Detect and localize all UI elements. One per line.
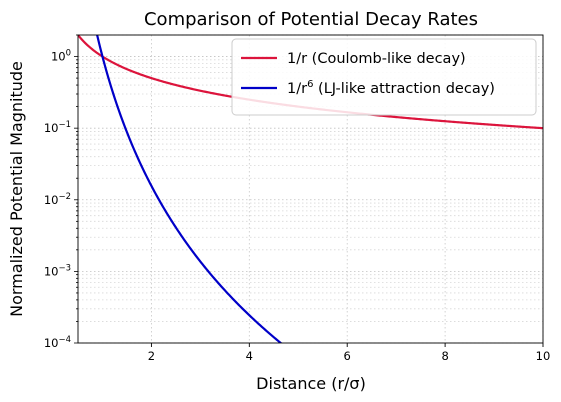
series-line-2 <box>96 35 283 343</box>
y-tick-label: 10−1 <box>44 120 71 135</box>
y-tick-exponent: −1 <box>58 120 71 130</box>
y-tick-label: 100 <box>51 49 71 64</box>
chart-title: Comparison of Potential Decay Rates <box>144 9 478 30</box>
legend-label-rest: (LJ-like attraction decay) <box>313 81 494 97</box>
legend-label-main: 1/r <box>287 81 307 97</box>
x-tick-label: 8 <box>441 349 448 363</box>
y-tick-base: 10 <box>44 264 59 278</box>
x-tick-label: 10 <box>536 349 551 363</box>
legend: 1/r (Coulomb-like decay)1/r6 (LJ-like at… <box>231 38 537 116</box>
legend-label-1: 1/r (Coulomb-like decay) <box>287 51 466 67</box>
x-axis-label: Distance (r/σ) <box>256 374 366 393</box>
legend-frame <box>231 38 537 116</box>
plot-frame <box>77 34 544 344</box>
y-tick-base: 10 <box>44 193 59 207</box>
y-tick-label: 10−2 <box>44 192 71 207</box>
y-tick-base: 10 <box>44 121 59 135</box>
y-tick-exponent: −2 <box>58 192 71 202</box>
y-tick-exponent: −4 <box>58 335 71 345</box>
x-tick-label: 2 <box>148 349 155 363</box>
x-tick-label: 4 <box>246 349 253 363</box>
y-tick-exponent: −3 <box>58 263 71 273</box>
x-axis: 2 4 6 8 10 <box>148 343 551 363</box>
legend-label-main: 1/r <box>287 51 307 67</box>
y-tick-base: 10 <box>44 336 59 350</box>
y-tick-exponent: 0 <box>66 49 71 59</box>
y-axis-label: Normalized Potential Magnitude <box>7 61 26 317</box>
legend-label-superscript: 6 <box>307 79 313 90</box>
legend-label-2: 1/r6 (LJ-like attraction decay) <box>287 79 495 97</box>
y-tick-label: 10−3 <box>44 263 71 278</box>
y-tick-base: 10 <box>51 50 66 64</box>
y-tick-label: 10−4 <box>44 335 71 350</box>
legend-label-rest: (Coulomb-like decay) <box>307 51 466 67</box>
x-tick-label: 6 <box>344 349 351 363</box>
